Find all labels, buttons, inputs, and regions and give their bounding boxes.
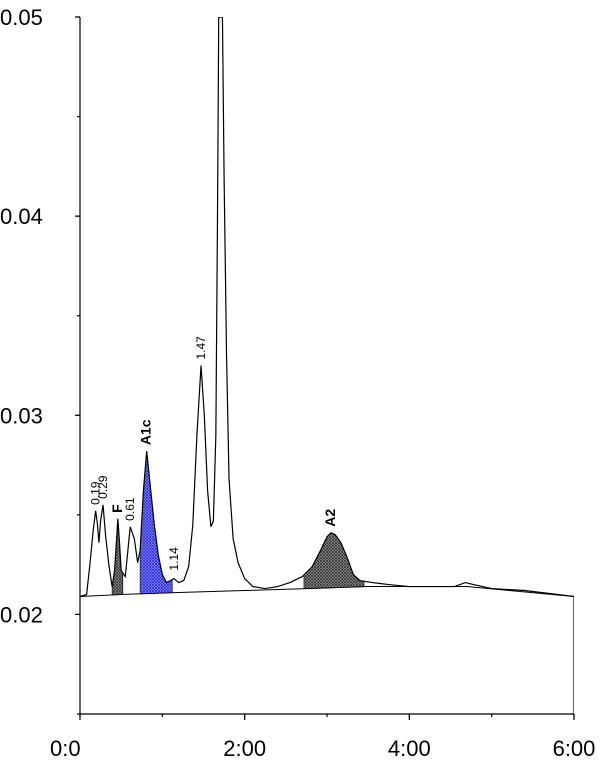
y-axis-ticks: 0.02 0.03 0.04 0.05 (0, 5, 80, 715)
y-tick-label: 0.02 (0, 602, 43, 627)
signal-trace (80, 17, 574, 598)
x-axis-ticks: 0:0 2:00 4:00 6:00 (50, 714, 595, 761)
y-tick-label: 0.05 (0, 5, 43, 30)
peak-label: A1c (138, 419, 154, 445)
axes (79, 17, 574, 715)
peak-label: A2 (322, 509, 338, 527)
chromatogram-trace (80, 17, 574, 714)
peak-label: 1.47 (194, 336, 208, 360)
peak-labels: 0.190.29 F0.61 A1c 1.14 1.47 A2 (89, 336, 338, 571)
peak-label: 0.29 (96, 475, 110, 499)
x-tick-label: 2:00 (223, 736, 266, 761)
y-tick-label: 0.04 (0, 204, 43, 229)
filled-peak-a2 (303, 532, 365, 590)
x-tick-label: 0:0 (50, 736, 81, 761)
y-tick-label: 0.03 (0, 403, 43, 428)
peak-label: 1.14 (167, 547, 181, 571)
x-tick-label: 6:00 (553, 736, 596, 761)
peak-label: 0.61 (123, 497, 137, 521)
peak-label: 0.19 (89, 481, 103, 505)
peak-label: F (109, 504, 125, 513)
x-tick-label: 4:00 (388, 736, 431, 761)
